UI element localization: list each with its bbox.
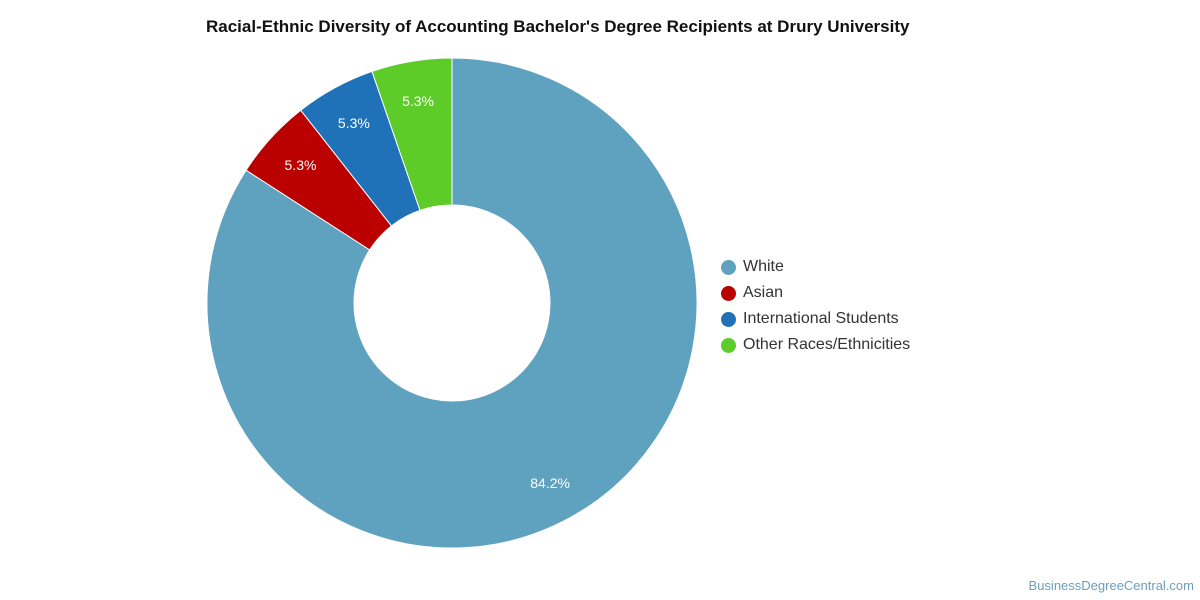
slice-labels: 84.2% 5.3% 5.3% 5.3% bbox=[285, 93, 570, 491]
legend: White Asian International Students Other Ra… bbox=[721, 254, 910, 358]
legend-swatch bbox=[721, 259, 736, 275]
slice-other-races-ethnicities bbox=[371, 57, 453, 212]
legend-swatch bbox=[721, 285, 736, 301]
legend-swatch bbox=[721, 337, 736, 353]
legend-label: Other Races/Ethnicities bbox=[743, 336, 911, 353]
slice-label: 5.3% bbox=[402, 93, 434, 109]
slice-label: 84.2% bbox=[530, 475, 570, 491]
slice-white bbox=[206, 57, 698, 549]
legend-swatch bbox=[721, 311, 736, 327]
donut-slices bbox=[206, 57, 698, 549]
legend-label: White bbox=[743, 258, 784, 275]
legend-item[interactable]: Other Races/Ethnicities bbox=[721, 332, 910, 358]
legend-item[interactable]: International Students bbox=[721, 306, 910, 332]
watermark: BusinessDegreeCentral.com bbox=[1028, 578, 1194, 593]
chart-title: Racial-Ethnic Diversity of Accounting Ba… bbox=[206, 17, 910, 36]
legend-label: Asian bbox=[743, 284, 784, 301]
slice-label: 5.3% bbox=[338, 115, 370, 131]
slice-label: 5.3% bbox=[285, 157, 317, 173]
legend-label: International Students bbox=[743, 310, 899, 327]
legend-item[interactable]: Asian bbox=[721, 280, 910, 306]
legend-item[interactable]: White bbox=[721, 254, 910, 280]
